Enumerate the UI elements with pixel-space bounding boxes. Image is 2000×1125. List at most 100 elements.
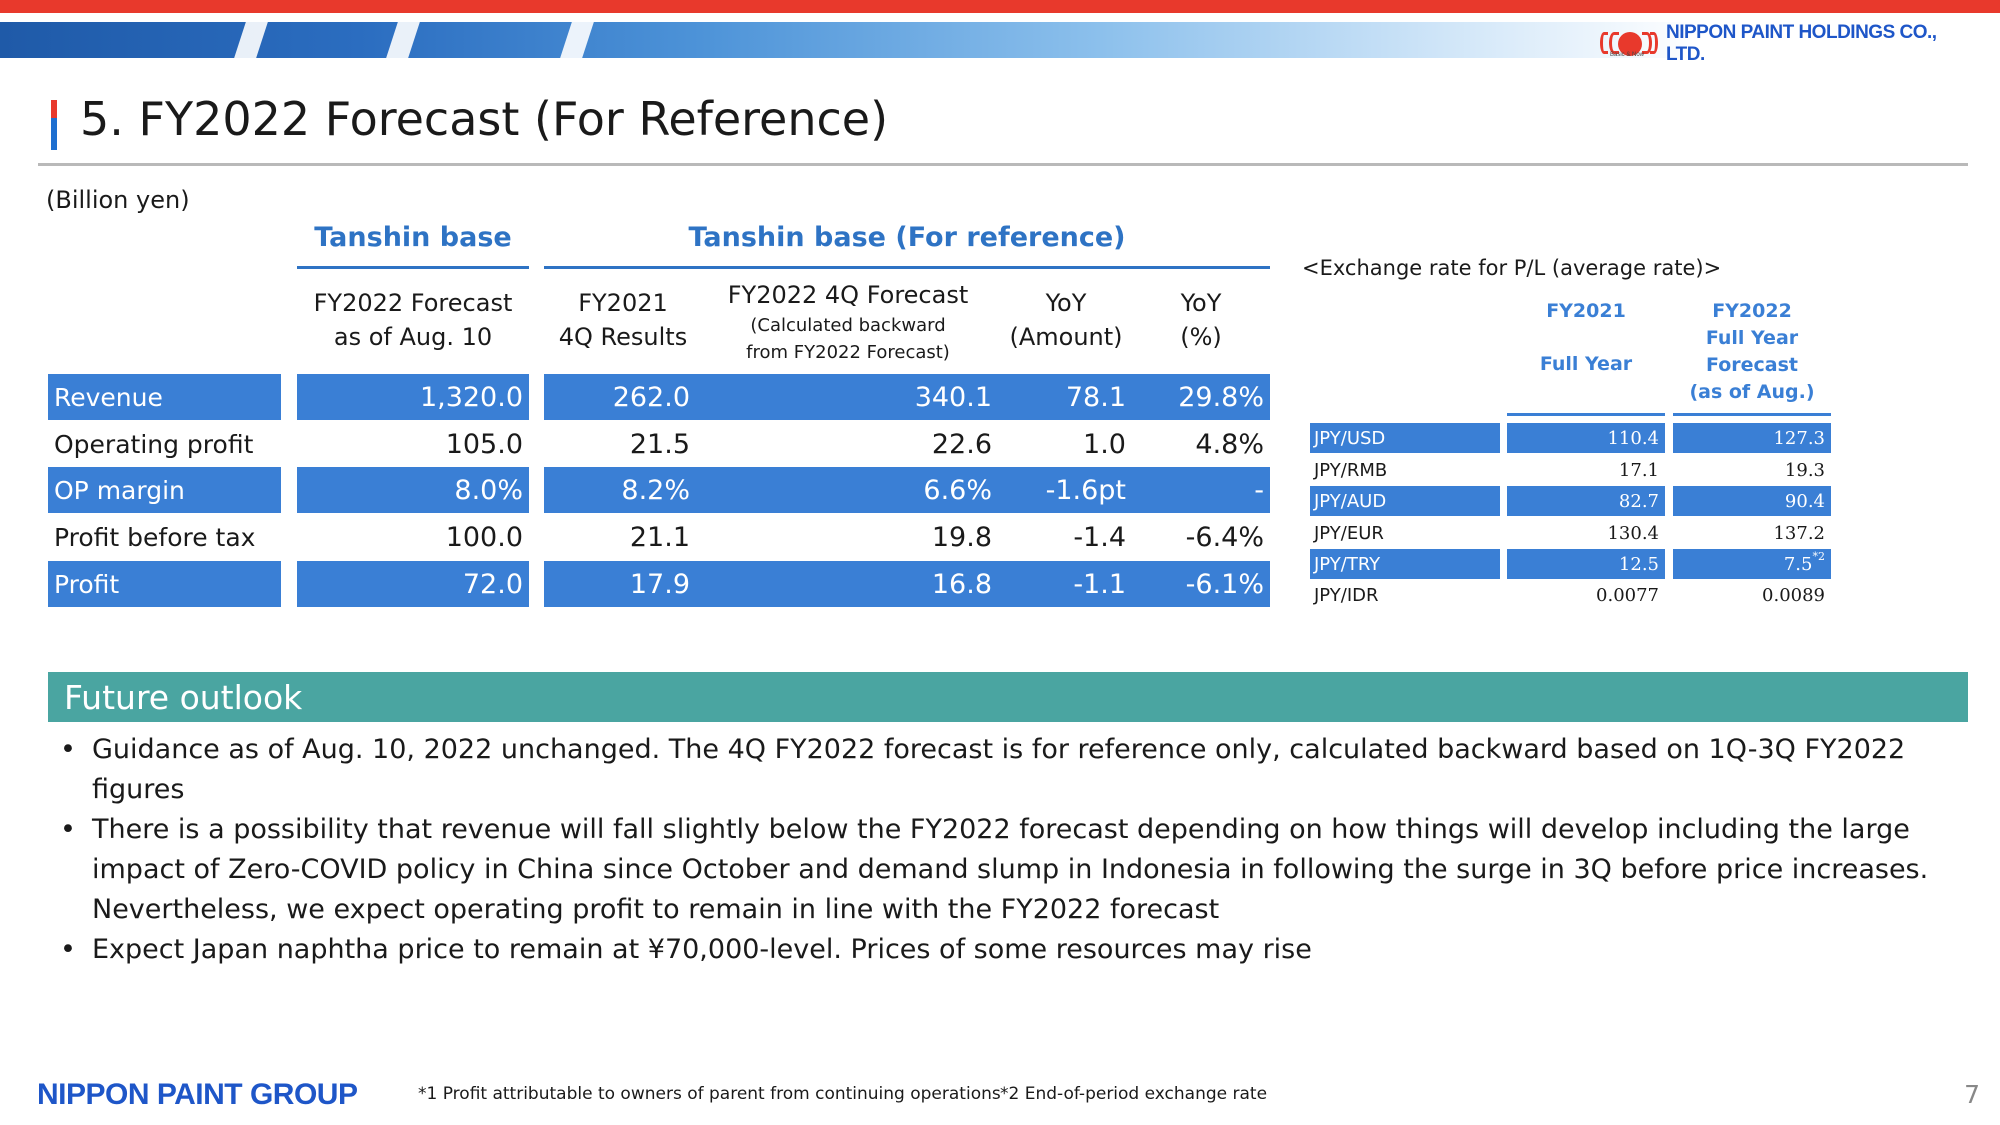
outlook-heading: Future outlook <box>48 672 1968 722</box>
page-title: 5. FY2022 Forecast (For Reference) <box>80 92 889 146</box>
table-cell: 8.2% <box>621 474 690 506</box>
fx-rule <box>1507 413 1665 416</box>
table-cell: 1,320.0 <box>297 374 529 420</box>
column-header-line: FY2021 <box>578 289 668 317</box>
fx-cell: 110.4 <box>1507 423 1665 453</box>
fx-col1-header: FY2021 Full Year <box>1507 298 1665 378</box>
fx-cell: 127.3 <box>1673 423 1831 453</box>
table-cell: -1.4 <box>1073 521 1126 553</box>
outlook-bullet-list: Guidance as of Aug. 10, 2022 unchanged. … <box>60 730 1940 970</box>
column-header-line: (Amount) <box>1009 323 1123 351</box>
column-header-yoy-percent: YoY (%) <box>1146 286 1256 354</box>
table-cell: 340.1 <box>914 381 992 413</box>
table-cell: 105.0 <box>445 428 523 460</box>
table-row-band <box>544 374 1270 420</box>
fx-rule <box>1673 413 1831 416</box>
fx-header-line: FY2022 <box>1712 300 1792 322</box>
table-cell: 4.8% <box>1195 428 1264 460</box>
list-item: Expect Japan naphtha price to remain at … <box>60 930 1940 970</box>
fx-cell: 137.2 <box>1773 522 1825 544</box>
column-header-fy2022-4q: FY2022 4Q Forecast (Calculated backward … <box>710 278 986 366</box>
fx-table-title: <Exchange rate for P/L (average rate)> <box>1302 256 1722 280</box>
fx-value: 7.5 <box>1783 553 1813 575</box>
table-cell: 21.1 <box>629 521 690 553</box>
column-header-line: 4Q Results <box>558 323 688 351</box>
company-logo-text: NIPPON PAINT HOLDINGS CO., LTD. <box>1665 22 1937 65</box>
table-cell: 1.0 <box>1083 428 1126 460</box>
fx-row-label: JPY/EUR <box>1314 522 1384 544</box>
fx-cell: 82.7 <box>1507 486 1665 516</box>
table-row-band <box>544 561 1270 607</box>
table-cell: -6.4% <box>1185 521 1264 553</box>
title-accent-blue <box>51 118 57 150</box>
group-header-tanshin: Tanshin base <box>314 222 512 253</box>
table-row-band <box>544 467 1270 513</box>
column-header-line: from FY2022 Forecast) <box>746 342 950 363</box>
column-header-forecast: FY2022 Forecast as of Aug. 10 <box>297 286 529 354</box>
table-cell: -1.1 <box>1073 568 1126 600</box>
column-header-line: YoY <box>1180 289 1222 317</box>
group-header-reference: Tanshin base (For reference) <box>688 222 1126 253</box>
column-header-line: FY2022 Forecast <box>313 289 513 317</box>
fx-col2-header: FY2022 Full Year Forecast (as of Aug.) <box>1673 298 1831 406</box>
footnote-1: *1 Profit attributable to owners of pare… <box>418 1084 1001 1104</box>
table-cell: 29.8% <box>1178 381 1264 413</box>
column-header-line: YoY <box>1045 289 1087 317</box>
table-cell: 16.8 <box>931 568 992 600</box>
list-item: There is a possibility that revenue will… <box>60 810 1940 930</box>
title-accent-red <box>51 100 57 118</box>
title-divider <box>38 163 1968 166</box>
row-label-op-margin: OP margin <box>48 467 281 513</box>
row-label-operating-profit: Operating profit <box>54 429 254 459</box>
table-cell: - <box>1254 474 1264 506</box>
table-cell: 8.0% <box>297 467 529 513</box>
footnote-2: *2 End-of-period exchange rate <box>1000 1084 1268 1104</box>
table-cell: 19.8 <box>931 521 992 553</box>
table-cell: 262.0 <box>612 381 690 413</box>
fx-row-label: JPY/IDR <box>1314 584 1379 606</box>
column-header-line: as of Aug. 10 <box>333 323 493 351</box>
row-label-revenue: Revenue <box>48 374 281 420</box>
column-header-line: (Calculated backward <box>750 315 946 336</box>
fx-header-line: (as of Aug.) <box>1689 381 1815 403</box>
table-cell: 78.1 <box>1065 381 1126 413</box>
column-header-yoy-amount: YoY (Amount) <box>996 286 1136 354</box>
column-header-line: FY2022 4Q Forecast <box>727 281 969 309</box>
table-cell: 6.6% <box>923 474 992 506</box>
fx-row-label: JPY/RMB <box>1314 459 1388 481</box>
unit-label: (Billion yen) <box>46 186 190 214</box>
fx-header-line: Full Year <box>1539 353 1633 375</box>
fx-cell: 130.4 <box>1607 522 1659 544</box>
top-accent-bar <box>0 0 2000 13</box>
column-header-fy2021-4q: FY2021 4Q Results <box>544 286 702 354</box>
fx-cell: 7.5 *2 <box>1673 549 1831 579</box>
fx-row-label: JPY/USD <box>1310 423 1500 453</box>
group-rule-right <box>544 266 1270 269</box>
company-logo: NIPPON PAINT HOLDINGS CO., LTD. <box>1600 22 1980 65</box>
table-cell: 72.0 <box>297 561 529 607</box>
table-cell: -6.1% <box>1185 568 1264 600</box>
fx-row-label: JPY/AUD <box>1310 486 1500 516</box>
company-tagline: Basic & Now <box>1610 52 1645 58</box>
fx-cell: 12.5 <box>1507 549 1665 579</box>
row-label-profit: Profit <box>48 561 281 607</box>
table-cell: -1.6pt <box>1045 474 1126 506</box>
fx-cell: 90.4 <box>1673 486 1831 516</box>
table-cell: 100.0 <box>445 521 523 553</box>
list-item: Guidance as of Aug. 10, 2022 unchanged. … <box>60 730 1940 810</box>
nippon-paint-logo-icon <box>1600 29 1662 59</box>
fx-cell: 0.0077 <box>1596 584 1659 606</box>
column-header-line: (%) <box>1180 323 1222 351</box>
fx-cell: 0.0089 <box>1762 584 1825 606</box>
table-cell: 17.9 <box>629 568 690 600</box>
fx-cell: 19.3 <box>1784 459 1825 481</box>
fx-header-line: FY2021 <box>1546 300 1626 322</box>
group-logo: NIPPON PAINT GROUP <box>37 1078 358 1111</box>
group-rule-left <box>297 266 529 269</box>
fx-cell: 17.1 <box>1618 459 1659 481</box>
table-cell: 21.5 <box>629 428 690 460</box>
row-label-profit-before-tax: Profit before tax <box>54 522 256 552</box>
header-gradient-band <box>0 22 2000 58</box>
fx-row-label: JPY/TRY <box>1310 549 1500 579</box>
fx-header-line: Full Year <box>1705 327 1799 349</box>
